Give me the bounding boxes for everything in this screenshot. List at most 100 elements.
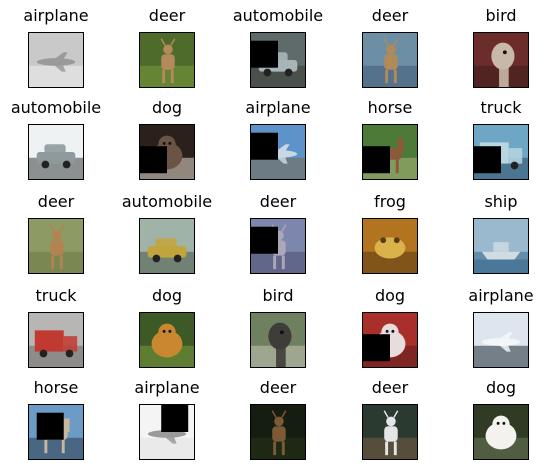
cell-thumbnail [139,124,195,180]
cell-label: automobile [232,6,324,25]
cell-thumbnail [362,124,418,180]
cell-label: horse [367,98,413,117]
grid-cell: dog [451,378,550,468]
ship-photo [474,219,528,273]
cell-label: automobile [121,192,213,211]
cell-thumbnail [139,32,195,88]
cell-thumbnail [250,32,306,88]
horse-photo [363,125,417,179]
cell-label: frog [374,192,406,211]
grid-cell: bird [228,286,328,376]
cell-label: airplane [134,378,200,397]
cell-label: airplane [245,98,311,117]
bird-photo [474,33,528,87]
truck-photo [29,313,83,367]
cell-label: automobile [10,98,102,117]
airplane-photo [29,33,83,87]
horse-photo [29,405,83,459]
cell-label: dog [151,98,183,117]
grid-cell: deer [117,6,217,96]
cell-thumbnail [250,124,306,180]
bird-photo [251,313,305,367]
grid-cell: truck [451,98,550,188]
cell-thumbnail [473,404,529,460]
cell-thumbnail [473,124,529,180]
grid-cell: airplane [228,98,328,188]
cell-label: airplane [468,286,534,305]
grid-cell: deer [6,192,106,282]
automobile-photo [251,33,305,87]
dog-photo [140,313,194,367]
cell-thumbnail [28,404,84,460]
grid-cell: airplane [6,6,106,96]
grid-cell: deer [228,192,328,282]
grid-cell: dog [340,286,440,376]
cell-thumbnail [139,404,195,460]
cell-thumbnail [250,404,306,460]
grid-cell: deer [228,378,328,468]
grid-cell: deer [340,6,440,96]
frog-photo [363,219,417,273]
cell-thumbnail [28,124,84,180]
grid-cell: dog [117,98,217,188]
cell-label: deer [259,378,297,397]
dog-photo [140,125,194,179]
cell-label: deer [37,192,75,211]
cell-label: airplane [23,6,89,25]
cell-thumbnail [139,218,195,274]
cell-thumbnail [28,32,84,88]
airplane-photo [140,405,194,459]
grid-cell: airplane [451,286,550,376]
grid-cell: dog [117,286,217,376]
cell-thumbnail [362,218,418,274]
cell-label: deer [371,6,409,25]
grid-cell: ship [451,192,550,282]
dog-photo [363,313,417,367]
cell-thumbnail [362,32,418,88]
cell-thumbnail [362,404,418,460]
deer-photo [140,33,194,87]
cell-thumbnail [28,312,84,368]
cell-label: dog [485,378,517,397]
cell-thumbnail [28,218,84,274]
deer-photo [251,405,305,459]
cell-label: dog [374,286,406,305]
cell-label: bird [262,286,294,305]
cell-label: deer [371,378,409,397]
cell-thumbnail [362,312,418,368]
grid-cell: truck [6,286,106,376]
deer-photo [363,33,417,87]
airplane-photo [251,125,305,179]
grid-cell: automobile [6,98,106,188]
grid-cell: deer [340,378,440,468]
cell-label: deer [259,192,297,211]
grid-cell: automobile [117,192,217,282]
deer-photo [363,405,417,459]
cell-thumbnail [473,312,529,368]
grid-cell: automobile [228,6,328,96]
cell-thumbnail [250,312,306,368]
cell-label: ship [484,192,518,211]
dog-photo [474,405,528,459]
cell-label: horse [33,378,79,397]
airplane-photo [474,313,528,367]
truck-photo [474,125,528,179]
cell-label: truck [480,98,522,117]
grid-cell: airplane [117,378,217,468]
grid-cell: horse [6,378,106,468]
cell-thumbnail [473,218,529,274]
cell-thumbnail [250,218,306,274]
cell-label: truck [35,286,77,305]
deer-photo [29,219,83,273]
grid-cell: bird [451,6,550,96]
cell-label: bird [485,6,517,25]
cell-label: deer [148,6,186,25]
automobile-photo [29,125,83,179]
grid-cell: frog [340,192,440,282]
grid-cell: horse [340,98,440,188]
cell-thumbnail [139,312,195,368]
automobile-photo [140,219,194,273]
deer-photo [251,219,305,273]
cell-thumbnail [473,32,529,88]
